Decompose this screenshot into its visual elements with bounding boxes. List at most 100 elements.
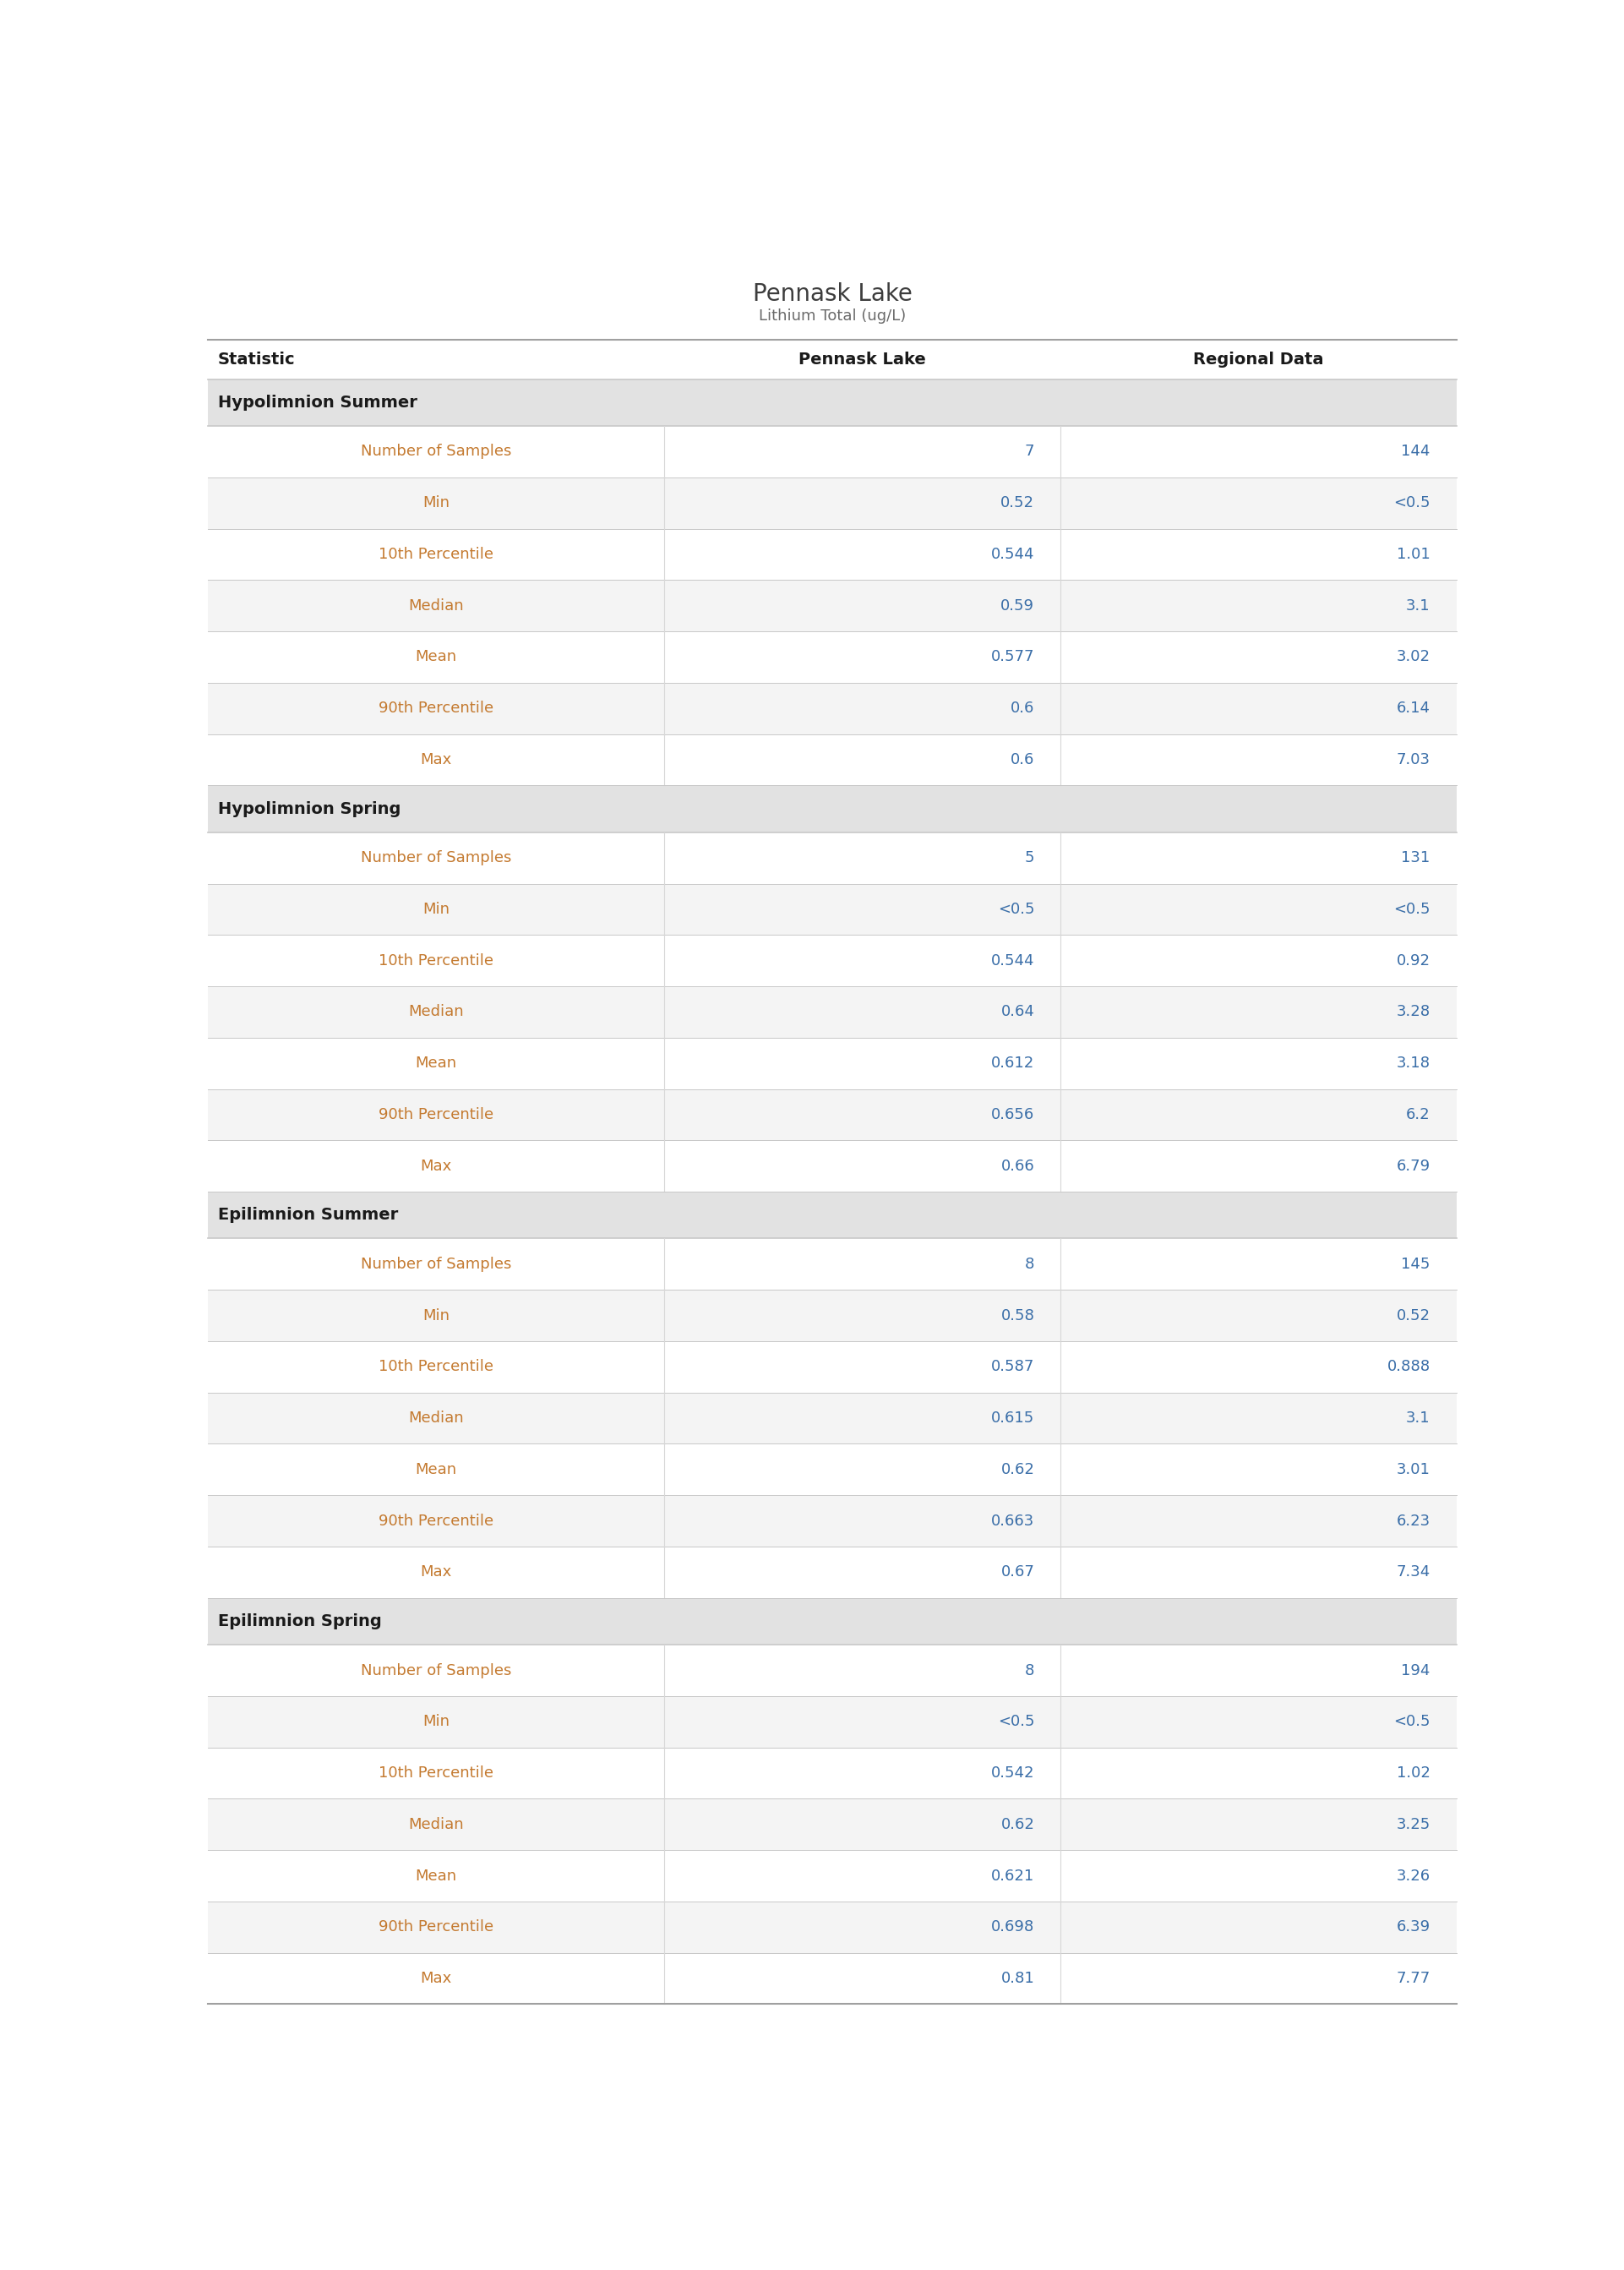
Text: 7.34: 7.34: [1397, 1564, 1431, 1580]
Text: 0.6: 0.6: [1010, 751, 1034, 767]
Text: 7.77: 7.77: [1397, 1970, 1431, 1986]
Text: 7: 7: [1025, 445, 1034, 459]
Text: 0.64: 0.64: [1000, 1003, 1034, 1019]
Text: 0.698: 0.698: [991, 1920, 1034, 1934]
Bar: [208, 427, 1457, 477]
Text: 0.92: 0.92: [1397, 953, 1431, 969]
Text: 90th Percentile: 90th Percentile: [378, 1920, 494, 1934]
Bar: [208, 529, 1457, 581]
Text: 0.612: 0.612: [991, 1056, 1034, 1071]
Text: Mean: Mean: [416, 1462, 456, 1478]
Text: Hypolimnion Spring: Hypolimnion Spring: [218, 801, 401, 817]
Text: 6.23: 6.23: [1397, 1514, 1431, 1528]
Text: 10th Percentile: 10th Percentile: [378, 547, 494, 563]
Text: 10th Percentile: 10th Percentile: [378, 1360, 494, 1373]
Bar: [208, 1646, 1457, 1696]
Text: 0.544: 0.544: [991, 547, 1034, 563]
Text: 1.01: 1.01: [1397, 547, 1431, 563]
Text: Mean: Mean: [416, 649, 456, 665]
Text: 3.01: 3.01: [1397, 1462, 1431, 1478]
Bar: [208, 1239, 1457, 1289]
Text: 3.26: 3.26: [1397, 1868, 1431, 1884]
Text: <0.5: <0.5: [997, 1714, 1034, 1730]
Bar: [208, 833, 1457, 883]
Text: Number of Samples: Number of Samples: [361, 445, 512, 459]
Text: <0.5: <0.5: [1393, 495, 1431, 511]
Text: Mean: Mean: [416, 1868, 456, 1884]
Text: Number of Samples: Number of Samples: [361, 1258, 512, 1271]
Text: <0.5: <0.5: [1393, 1714, 1431, 1730]
Text: 0.81: 0.81: [1000, 1970, 1034, 1986]
Text: 3.28: 3.28: [1397, 1003, 1431, 1019]
Bar: [208, 1952, 1457, 2004]
Bar: [208, 379, 1457, 427]
Bar: [208, 1444, 1457, 1496]
Text: <0.5: <0.5: [1393, 901, 1431, 917]
Bar: [208, 1037, 1457, 1090]
Text: 3.1: 3.1: [1406, 1410, 1431, 1426]
Text: Lithium Total (ug/L): Lithium Total (ug/L): [758, 309, 906, 322]
Bar: [208, 1598, 1457, 1646]
Bar: [208, 733, 1457, 785]
Text: 8: 8: [1025, 1664, 1034, 1678]
Text: 3.1: 3.1: [1406, 597, 1431, 613]
Text: 3.18: 3.18: [1397, 1056, 1431, 1071]
Bar: [208, 683, 1457, 733]
Text: 0.656: 0.656: [991, 1108, 1034, 1121]
Text: Regional Data: Regional Data: [1194, 352, 1324, 368]
Bar: [208, 477, 1457, 529]
Bar: [208, 1902, 1457, 1952]
Text: Median: Median: [408, 1816, 464, 1832]
Text: Number of Samples: Number of Samples: [361, 1664, 512, 1678]
Bar: [208, 935, 1457, 985]
Text: Max: Max: [421, 1970, 451, 1986]
Text: 0.62: 0.62: [1000, 1462, 1034, 1478]
Text: 145: 145: [1402, 1258, 1431, 1271]
Text: Pennask Lake: Pennask Lake: [799, 352, 926, 368]
Bar: [208, 1289, 1457, 1342]
Text: 0.663: 0.663: [991, 1514, 1034, 1528]
Text: 90th Percentile: 90th Percentile: [378, 1108, 494, 1121]
Text: 0.888: 0.888: [1387, 1360, 1431, 1373]
Text: Min: Min: [422, 1308, 450, 1323]
Text: 6.14: 6.14: [1397, 701, 1431, 715]
Text: 3.02: 3.02: [1397, 649, 1431, 665]
Text: 10th Percentile: 10th Percentile: [378, 1766, 494, 1780]
Text: 10th Percentile: 10th Percentile: [378, 953, 494, 969]
Text: Median: Median: [408, 597, 464, 613]
Text: 0.58: 0.58: [1000, 1308, 1034, 1323]
Text: 3.25: 3.25: [1397, 1816, 1431, 1832]
Text: 0.577: 0.577: [991, 649, 1034, 665]
Bar: [208, 1748, 1457, 1798]
Text: 144: 144: [1402, 445, 1431, 459]
Bar: [208, 1192, 1457, 1239]
Text: 0.62: 0.62: [1000, 1816, 1034, 1832]
Bar: [208, 1546, 1457, 1598]
Text: 0.542: 0.542: [991, 1766, 1034, 1780]
Text: 0.6: 0.6: [1010, 701, 1034, 715]
Text: 0.66: 0.66: [1000, 1158, 1034, 1174]
Bar: [208, 1798, 1457, 1850]
Text: 6.79: 6.79: [1397, 1158, 1431, 1174]
Text: Min: Min: [422, 1714, 450, 1730]
Text: 8: 8: [1025, 1258, 1034, 1271]
Text: 194: 194: [1402, 1664, 1431, 1678]
Text: Number of Samples: Number of Samples: [361, 851, 512, 865]
Text: Min: Min: [422, 495, 450, 511]
Bar: [208, 1090, 1457, 1140]
Bar: [208, 1850, 1457, 1902]
Text: Epilimnion Summer: Epilimnion Summer: [218, 1208, 398, 1224]
Text: 0.544: 0.544: [991, 953, 1034, 969]
Text: 0.587: 0.587: [991, 1360, 1034, 1373]
Bar: [208, 1696, 1457, 1748]
Text: Hypolimnion Summer: Hypolimnion Summer: [218, 395, 417, 411]
Text: 0.615: 0.615: [991, 1410, 1034, 1426]
Bar: [208, 883, 1457, 935]
Text: Min: Min: [422, 901, 450, 917]
Text: Max: Max: [421, 1564, 451, 1580]
Text: 90th Percentile: 90th Percentile: [378, 701, 494, 715]
Bar: [208, 1392, 1457, 1444]
Text: Statistic: Statistic: [218, 352, 296, 368]
Text: Median: Median: [408, 1410, 464, 1426]
Text: Pennask Lake: Pennask Lake: [752, 281, 913, 306]
